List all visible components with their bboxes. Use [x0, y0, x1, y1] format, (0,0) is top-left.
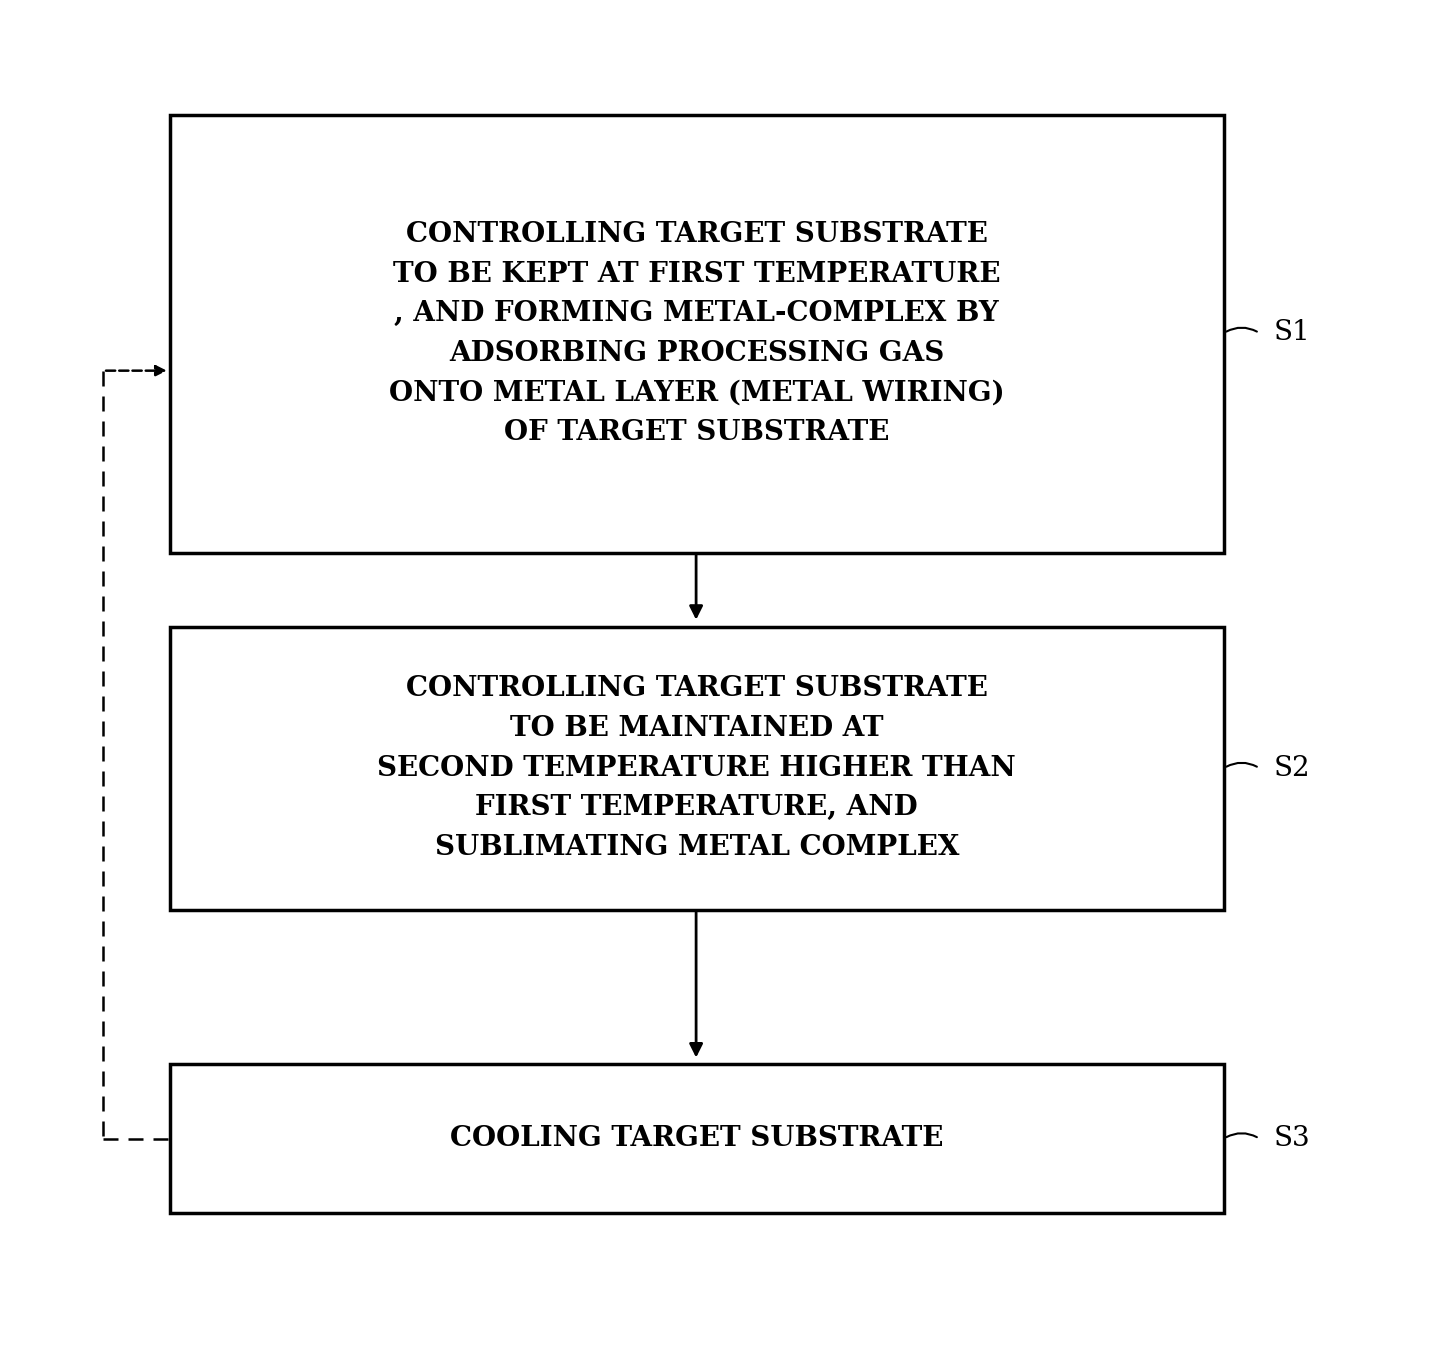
Bar	[170, 626, 1225, 909]
Text: CONTROLLING TARGET SUBSTRATE
TO BE KEPT AT FIRST TEMPERATURE
, AND FORMING METAL: CONTROLLING TARGET SUBSTRATE TO BE KEPT …	[389, 220, 1005, 446]
Text: COOLING TARGET SUBSTRATE: COOLING TARGET SUBSTRATE	[450, 1126, 943, 1151]
Bar	[170, 114, 1225, 553]
Text: CONTROLLING TARGET SUBSTRATE
TO BE MAINTAINED AT
SECOND TEMPERATURE HIGHER THAN
: CONTROLLING TARGET SUBSTRATE TO BE MAINT…	[377, 675, 1016, 860]
Text: S3: S3	[1273, 1126, 1310, 1151]
Bar	[170, 1064, 1225, 1213]
Text: S2: S2	[1273, 754, 1310, 781]
Text: S1: S1	[1273, 320, 1310, 347]
